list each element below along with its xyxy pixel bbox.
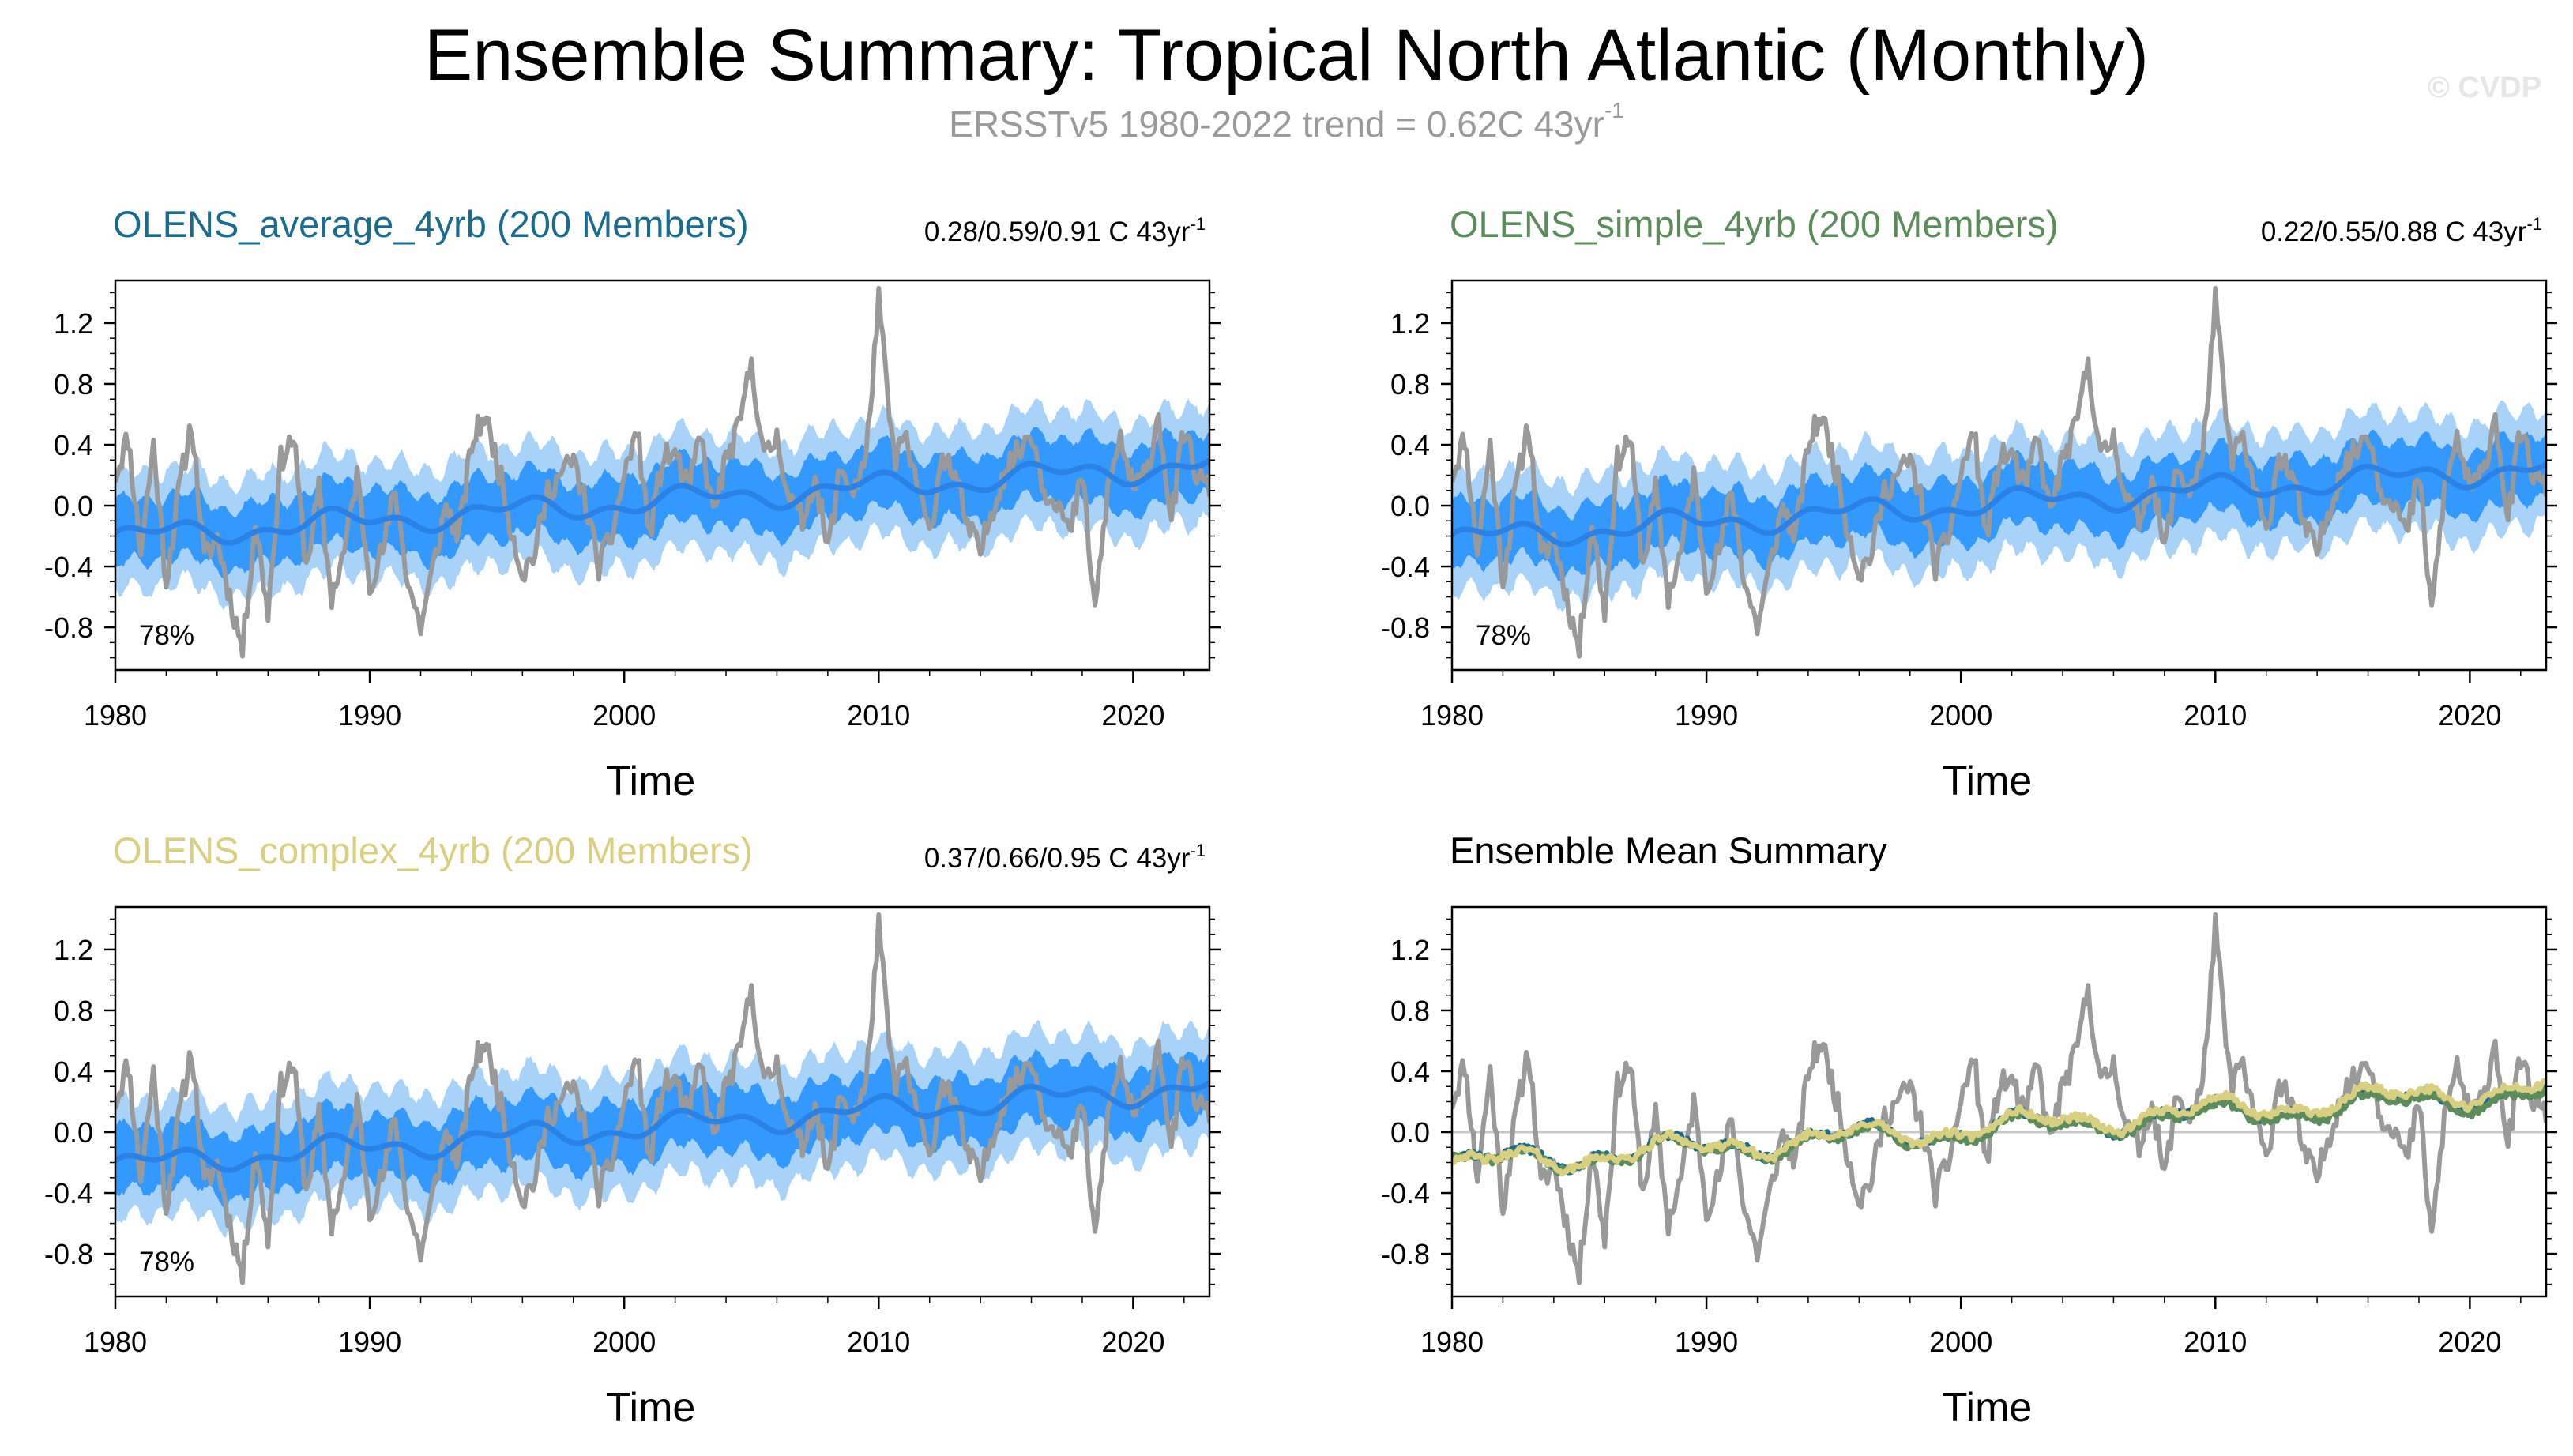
trend-label: 0.22/0.55/0.88 C 43yr-1 — [2261, 214, 2542, 247]
observed-line — [1452, 285, 2546, 659]
y-tick-label: -0.8 — [1381, 611, 1430, 644]
trend-label-exponent: -1 — [1190, 214, 1206, 234]
chart-panel-2: -0.8 -0.4 0.0 0.4 0.8 1.2 1980 1990 2000 2010 2020… — [1381, 203, 2557, 804]
chart-panel-4: -0.8 -0.4 0.0 0.4 0.8 1.2 1980 1990 2000 2010 2020… — [1381, 830, 2557, 1431]
x-tick-label: 2000 — [592, 699, 656, 732]
ensemble-mean-line — [115, 1080, 1209, 1173]
y-tick-label: 1.2 — [1390, 934, 1430, 966]
plot-area — [1452, 285, 2546, 659]
x-tick-label: 2000 — [1929, 699, 1992, 732]
trend-label-exponent: -1 — [1190, 841, 1206, 860]
x-tick-label: 1980 — [1420, 1326, 1484, 1358]
x-tick-label: 2010 — [847, 1326, 910, 1358]
y-tick-label: -0.8 — [44, 611, 93, 644]
x-axis-label: Time — [606, 1385, 696, 1431]
x-tick-label: 1990 — [338, 699, 401, 732]
trend-label-text: 0.22/0.55/0.88 C 43yr — [2261, 216, 2527, 247]
y-tick-label: -0.4 — [1381, 551, 1430, 583]
complex-mean-line — [1452, 1078, 2546, 1177]
trend-label-exponent: -1 — [2526, 214, 2542, 234]
x-tick-label: 2020 — [1101, 699, 1164, 732]
x-tick-label: 1990 — [1675, 699, 1738, 732]
subtitle-text: ERSSTv5 1980-2022 trend = 0.62C 43yr — [949, 103, 1604, 145]
figure-subtitle: ERSSTv5 1980-2022 trend = 0.62C 43yr-1 — [0, 98, 2573, 145]
x-tick-label: 2010 — [2184, 1326, 2247, 1358]
y-tick-label: 0.4 — [1390, 1055, 1430, 1088]
y-tick-label: 0.4 — [1390, 429, 1430, 461]
panel-title: OLENS_complex_4yrb (200 Members) — [113, 830, 753, 871]
y-tick-label: 0.8 — [1390, 368, 1430, 401]
y-tick-label: 0.0 — [1390, 1116, 1430, 1149]
x-tick-label: 2010 — [847, 699, 910, 732]
x-tick-label: 1980 — [84, 1326, 147, 1358]
panel-title: OLENS_average_4yrb (200 Members) — [113, 203, 749, 245]
trend-label: 0.28/0.59/0.91 C 43yr-1 — [924, 214, 1206, 247]
chart-panel-3: -0.8 -0.4 0.0 0.4 0.8 1.2 1980 1990 2000 2010 2020… — [44, 830, 1221, 1431]
x-tick-label: 1980 — [1420, 699, 1484, 732]
ensemble-mean-line — [115, 457, 1209, 546]
y-tick-label: 1.2 — [54, 307, 93, 340]
observed-line — [115, 912, 1209, 1285]
ensemble-mean-line — [1452, 461, 2546, 547]
y-tick-label: -0.4 — [1381, 1177, 1430, 1210]
panel-title: Ensemble Mean Summary — [1450, 830, 1887, 871]
y-tick-label: 0.0 — [54, 490, 93, 522]
x-tick-label: 1990 — [1675, 1326, 1738, 1358]
y-tick-label: 0.8 — [54, 995, 93, 1027]
plot-area — [115, 285, 1209, 659]
percent-label: 78% — [1476, 620, 1531, 651]
x-tick-label: 2020 — [2438, 1326, 2501, 1358]
y-tick-label: 1.2 — [1390, 307, 1430, 340]
x-tick-label: 2020 — [2438, 699, 2501, 732]
x-tick-label: 2020 — [1101, 1326, 1164, 1358]
x-tick-label: 2010 — [2184, 699, 2247, 732]
y-tick-label: 0.4 — [54, 1055, 93, 1088]
plot-area — [1452, 912, 2546, 1285]
trend-label: 0.37/0.66/0.95 C 43yr-1 — [924, 841, 1206, 874]
y-tick-label: -0.4 — [44, 1177, 93, 1210]
y-tick-label: -0.4 — [44, 551, 93, 583]
y-tick-label: 0.8 — [1390, 995, 1430, 1027]
y-tick-label: 0.8 — [54, 368, 93, 401]
watermark: © CVDP — [2427, 71, 2541, 104]
percent-label: 78% — [139, 1247, 194, 1277]
observed-line — [1452, 912, 2546, 1285]
y-tick-label: 0.0 — [54, 1116, 93, 1149]
ensemble-inner-band — [1452, 429, 2546, 581]
x-axis-label: Time — [1943, 758, 2033, 804]
panel-title: OLENS_simple_4yrb (200 Members) — [1450, 203, 2059, 245]
percent-label: 78% — [139, 620, 194, 651]
trend-label-text: 0.37/0.66/0.95 C 43yr — [924, 843, 1191, 874]
y-tick-label: -0.8 — [44, 1238, 93, 1270]
x-tick-label: 2000 — [1929, 1326, 1992, 1358]
trend-label-text: 0.28/0.59/0.91 C 43yr — [924, 216, 1191, 247]
y-tick-label: 0.0 — [1390, 490, 1430, 522]
ensemble-inner-band — [115, 1048, 1209, 1208]
y-tick-label: -0.8 — [1381, 1238, 1430, 1270]
figure-title: Ensemble Summary: Tropical North Atlanti… — [423, 15, 2150, 96]
ensemble-inner-band — [115, 427, 1209, 580]
plot-area — [115, 912, 1209, 1285]
y-tick-label: 0.4 — [54, 429, 93, 461]
x-tick-label: 2000 — [592, 1326, 656, 1358]
x-axis-label: Time — [606, 758, 696, 804]
x-tick-label: 1990 — [338, 1326, 401, 1358]
x-tick-label: 1980 — [84, 699, 147, 732]
chart-panel-1: -0.8 -0.4 0.0 0.4 0.8 1.2 1980 1990 2000 2010 2020… — [44, 203, 1221, 804]
subtitle-exponent: -1 — [1604, 98, 1624, 122]
y-tick-label: 1.2 — [54, 934, 93, 966]
observed-line — [115, 285, 1209, 659]
x-axis-label: Time — [1943, 1385, 2033, 1431]
